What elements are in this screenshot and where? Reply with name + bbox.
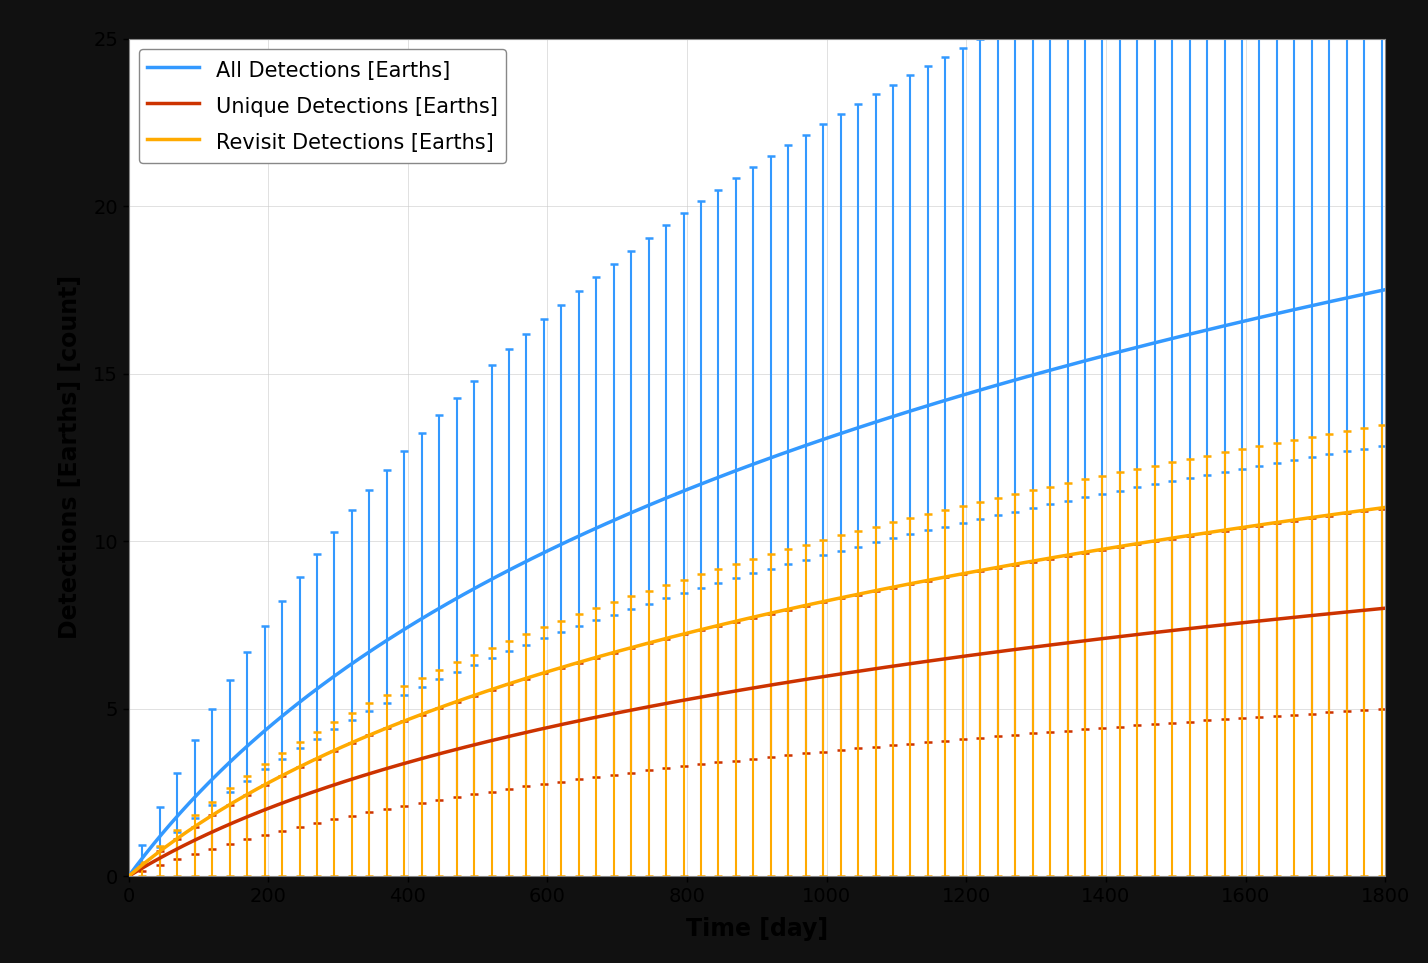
Y-axis label: Detections [Earths] [count]: Detections [Earths] [count] bbox=[59, 275, 83, 639]
X-axis label: Time [day]: Time [day] bbox=[685, 917, 828, 941]
Legend: All Detections [Earths], Unique Detections [Earths], Revisit Detections [Earths]: All Detections [Earths], Unique Detectio… bbox=[139, 49, 507, 163]
